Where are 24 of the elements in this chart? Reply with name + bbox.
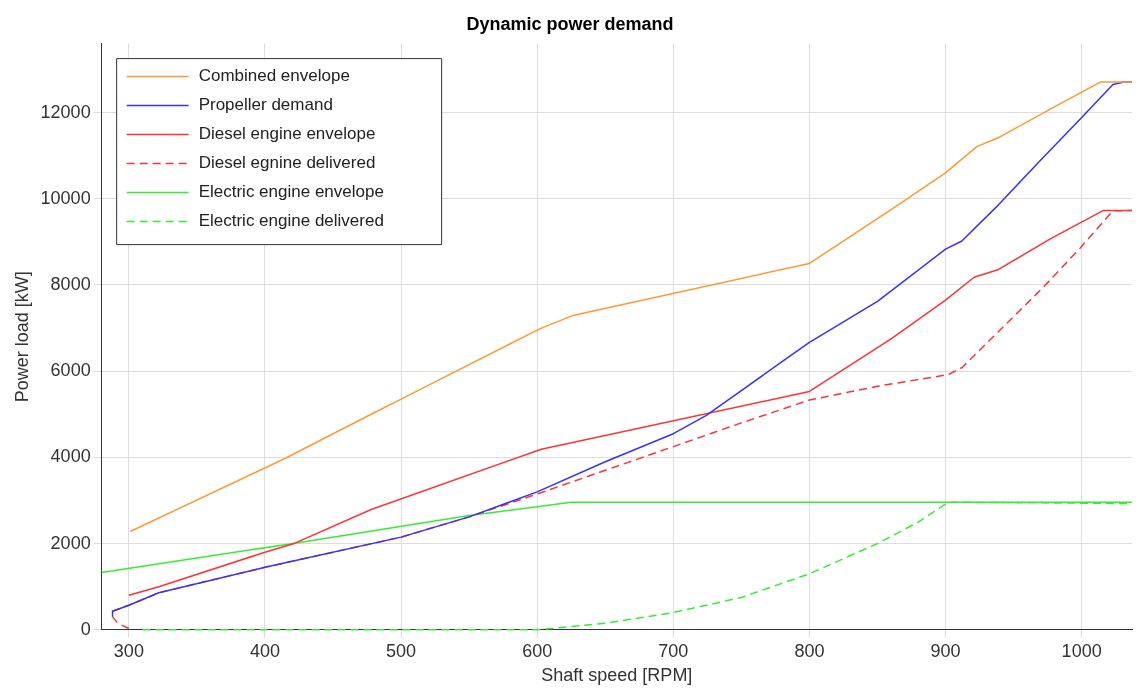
y-tick-label: 8000 (50, 273, 91, 294)
legend-label: Electric engine delivered (198, 211, 384, 231)
x-tick-label: 1000 (1061, 640, 1102, 661)
y-tick-label: 10000 (40, 187, 91, 208)
legend-label: Diesel egnine delivered (198, 153, 376, 173)
y-axis-title: Power load [kW] (11, 271, 32, 403)
legend-label: Propeller demand (198, 95, 333, 115)
legend-label: Diesel engine envelope (198, 124, 376, 144)
y-tick-label: 12000 (40, 101, 91, 122)
x-tick-label: 300 (113, 640, 144, 661)
y-tick-label: 0 (80, 618, 91, 639)
y-tick-label: 4000 (50, 446, 91, 467)
x-tick-label: 800 (794, 640, 825, 661)
legend-label: Electric engine envelope (198, 182, 384, 202)
x-tick-label: 500 (386, 640, 417, 661)
chart-title: Dynamic power demand (466, 13, 674, 34)
x-tick-label: 600 (522, 640, 553, 661)
y-tick-label: 2000 (50, 532, 91, 553)
x-tick-label: 400 (249, 640, 281, 661)
x-tick-label: 900 (930, 640, 961, 661)
legend-label: Combined envelope (198, 66, 350, 86)
x-tick-label: 700 (658, 640, 689, 661)
y-tick-label: 6000 (50, 360, 91, 381)
x-axis-title: Shaft speed [RPM] (541, 665, 693, 686)
